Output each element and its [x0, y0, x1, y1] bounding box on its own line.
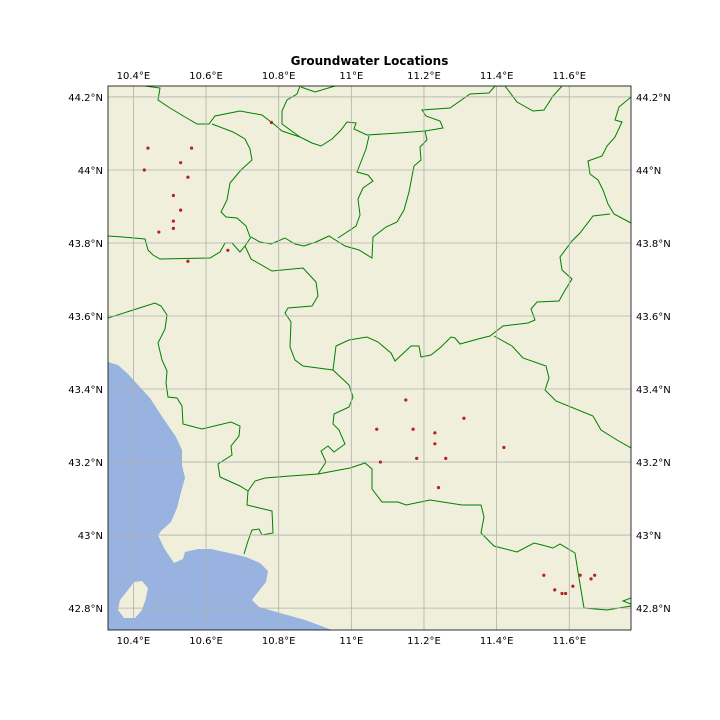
- groundwater-location-marker: [186, 175, 190, 179]
- lon-tick-label-top: 11°E: [339, 71, 363, 82]
- groundwater-location-marker: [553, 588, 557, 592]
- groundwater-location-marker: [589, 577, 593, 581]
- groundwater-location-marker: [269, 120, 274, 125]
- lat-tick-label-left: 44.2°N: [68, 93, 103, 104]
- region-borders: [108, 86, 631, 611]
- groundwater-location-marker: [564, 591, 568, 596]
- groundwater-location-marker: [189, 146, 194, 150]
- lat-tick-label-left: 42.8°N: [68, 604, 103, 615]
- groundwater-location-marker: [186, 259, 190, 263]
- groundwater-location-marker: [593, 573, 597, 577]
- land-background: [108, 86, 631, 630]
- groundwater-points: [142, 120, 597, 596]
- lon-tick-label-top: 11.6°E: [552, 71, 586, 82]
- lat-tick-label-right: 44°N: [636, 166, 661, 177]
- lon-tick-label-bottom: 10.8°E: [262, 636, 296, 647]
- groundwater-location-marker: [226, 248, 230, 252]
- lat-tick-label-left: 43°N: [78, 531, 103, 542]
- groundwater-location-marker: [171, 226, 175, 230]
- groundwater-location-marker: [560, 591, 564, 596]
- groundwater-location-marker: [433, 442, 437, 446]
- groundwater-location-marker: [171, 219, 175, 223]
- lon-tick-label-bottom: 11.6°E: [552, 636, 586, 647]
- lat-tick-label-right: 43.8°N: [636, 239, 671, 250]
- map-frame: [107, 85, 632, 631]
- lat-tick-label-right: 43.4°N: [636, 385, 671, 396]
- groundwater-location-marker: [542, 573, 546, 577]
- groundwater-location-marker: [146, 146, 150, 150]
- groundwater-location-marker: [375, 427, 379, 431]
- lon-tick-label-top: 10.8°E: [262, 71, 296, 82]
- groundwater-location-marker: [462, 416, 466, 420]
- lon-tick-label-top: 11.2°E: [407, 71, 441, 82]
- groundwater-location-marker: [433, 431, 437, 435]
- lon-tick-label-bottom: 11°E: [339, 636, 363, 647]
- lat-tick-label-left: 43.4°N: [68, 385, 103, 396]
- axis-tick-labels: 10.4°E 10.4°E 10.6°E 10.6°E 10.8°E 10.8°E 11°E…: [68, 71, 671, 647]
- lat-tick-label-right: 42.8°N: [636, 604, 671, 615]
- lon-tick-label-bottom: 11.2°E: [407, 636, 441, 647]
- groundwater-location-marker: [378, 460, 382, 464]
- lon-tick-label-top: 10.6°E: [189, 71, 223, 82]
- groundwater-location-marker: [502, 445, 506, 450]
- groundwater-location-marker: [171, 193, 175, 198]
- lat-tick-label-right: 44.2°N: [636, 93, 671, 104]
- groundwater-location-marker: [404, 398, 408, 402]
- groundwater-location-marker: [179, 208, 183, 212]
- groundwater-location-marker: [157, 230, 161, 234]
- island-shape: [118, 581, 148, 618]
- lat-tick-label-left: 43.2°N: [68, 458, 103, 469]
- lat-tick-label-left: 43.8°N: [68, 239, 103, 250]
- lon-tick-label-bottom: 11.4°E: [480, 636, 514, 647]
- groundwater-location-marker: [444, 456, 448, 461]
- lat-tick-label-right: 43.2°N: [636, 458, 671, 469]
- lat-tick-label-left: 44°N: [78, 166, 103, 177]
- lon-tick-label-bottom: 10.4°E: [117, 636, 151, 647]
- sea-area: [108, 362, 332, 630]
- lat-tick-label-right: 43.6°N: [636, 312, 671, 323]
- lon-tick-label-top: 10.4°E: [117, 71, 151, 82]
- groundwater-location-marker: [578, 573, 582, 577]
- groundwater-location-marker: [179, 161, 183, 165]
- lon-tick-label-bottom: 10.6°E: [189, 636, 223, 647]
- groundwater-location-marker: [142, 168, 146, 172]
- groundwater-location-marker: [415, 456, 419, 461]
- lat-tick-label-right: 43°N: [636, 531, 661, 542]
- lat-tick-label-left: 43.6°N: [68, 312, 103, 323]
- graticule: [108, 86, 631, 630]
- groundwater-location-marker: [411, 427, 415, 431]
- lon-tick-label-top: 11.4°E: [480, 71, 514, 82]
- groundwater-location-marker: [571, 584, 575, 588]
- map-title: Groundwater Locations: [290, 54, 449, 68]
- groundwater-location-marker: [436, 486, 441, 490]
